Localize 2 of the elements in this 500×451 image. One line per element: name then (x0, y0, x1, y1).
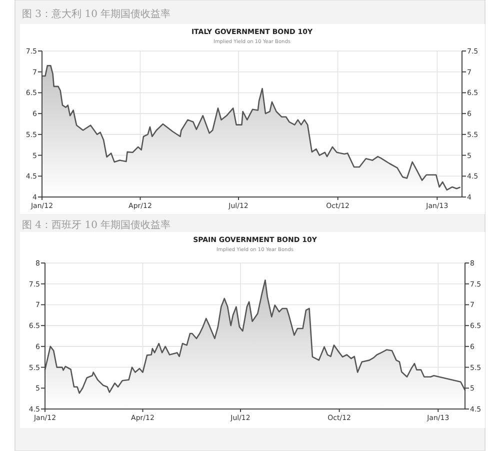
caption: 图 4：西班牙 10 年期国债收益率 (22, 219, 171, 231)
caption: 图 3：意大利 10 年期国债收益率 (22, 8, 171, 20)
